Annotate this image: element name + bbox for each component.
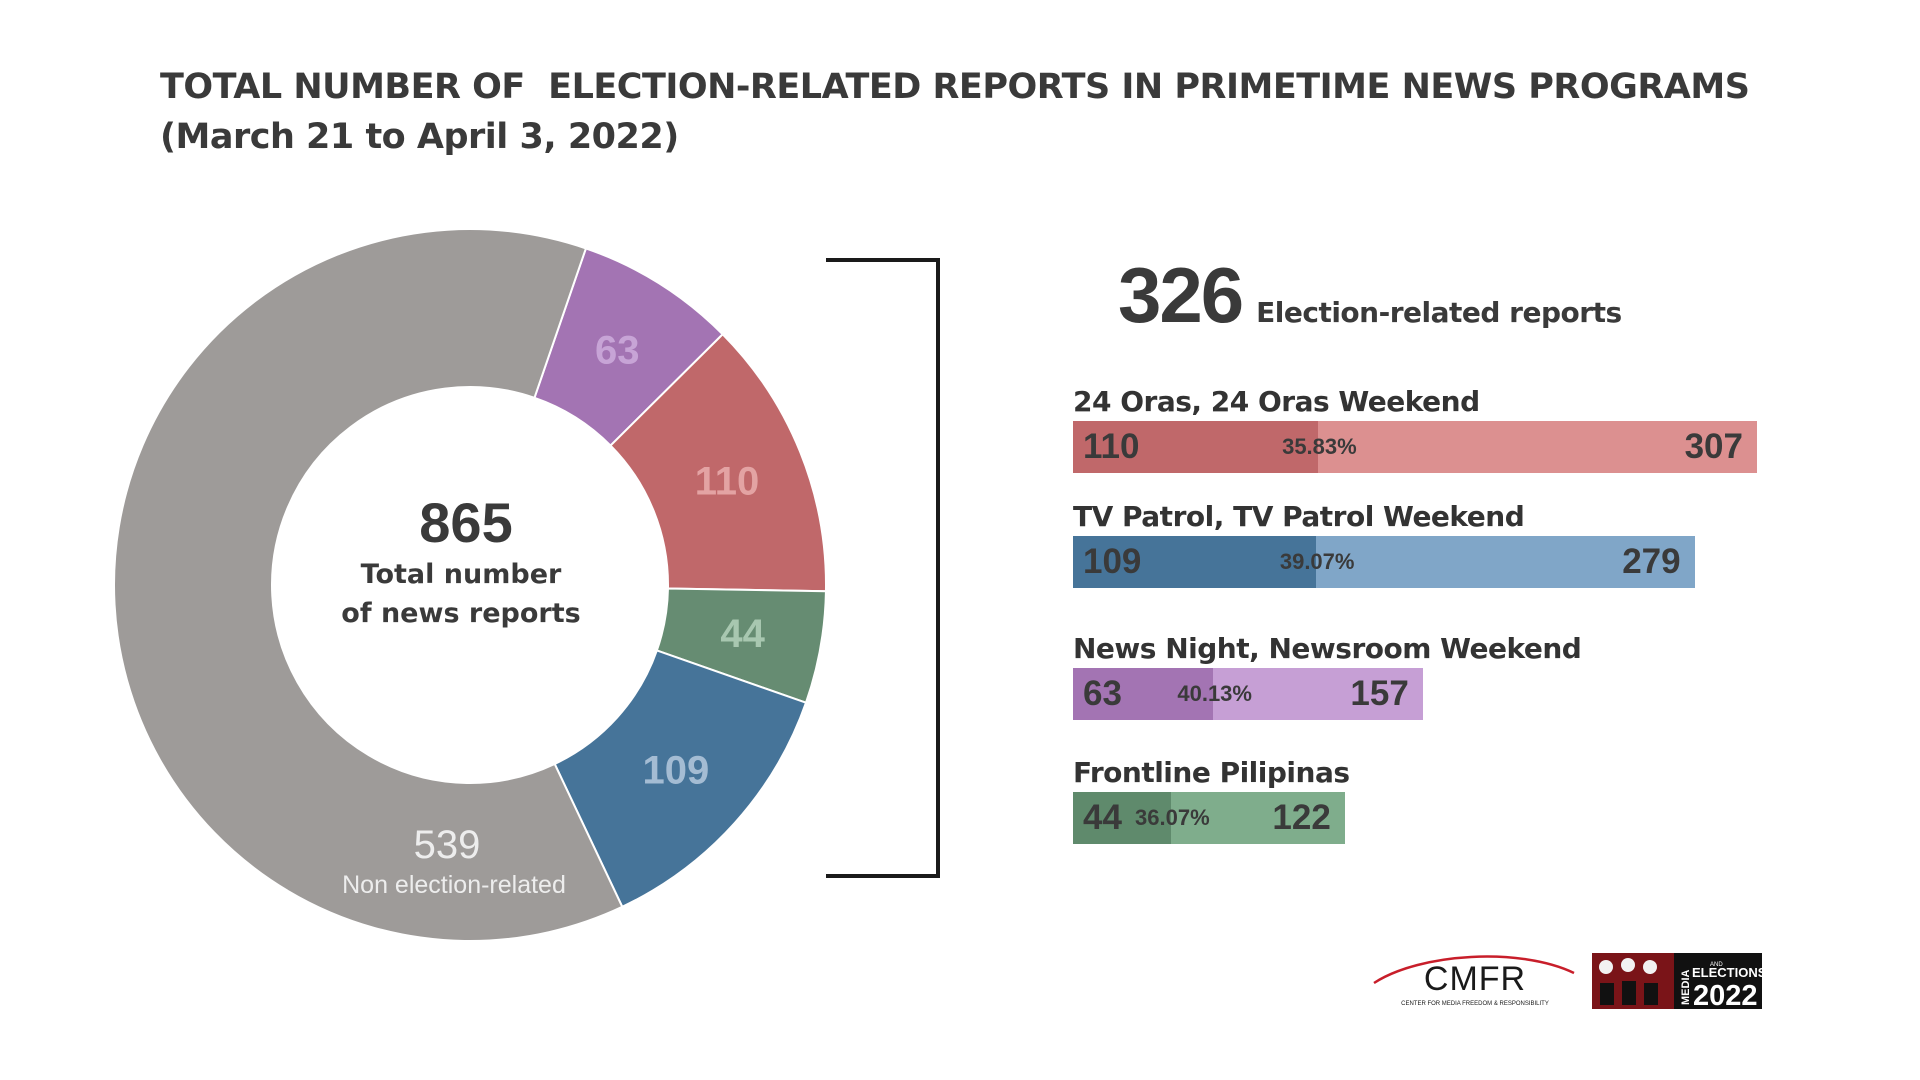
program-bar: 109 39.07% 279 bbox=[1073, 536, 1695, 588]
donut-value-label: 539 bbox=[414, 823, 481, 867]
bar-total-value: 279 bbox=[1622, 542, 1681, 581]
cmfr-logo: CMFR CENTER FOR MEDIA FREEDOM & RESPONSI… bbox=[1373, 955, 1575, 1007]
donut-value-label: 110 bbox=[695, 460, 760, 504]
cmfr-logo-text: CMFR bbox=[1424, 960, 1526, 998]
bar-election-value: 110 bbox=[1083, 427, 1140, 466]
bar-election-value: 44 bbox=[1083, 798, 1122, 837]
bar-total-value: 157 bbox=[1350, 674, 1409, 713]
title-line-1: TOTAL NUMBER OF ELECTION-RELATED REPORTS… bbox=[160, 67, 1750, 107]
bar-election-segment bbox=[1073, 668, 1214, 720]
bracket-connector bbox=[826, 258, 940, 878]
bar-percentage: 40.13% bbox=[1177, 681, 1252, 706]
bar-total-value: 122 bbox=[1272, 798, 1331, 837]
program-row: TV Patrol, TV Patrol Weekend 109 39.07% 279 bbox=[1073, 498, 1695, 588]
media-elections-logo-elections: ELECTIONS bbox=[1692, 965, 1762, 980]
donut-center-label-2: of news reports bbox=[341, 598, 580, 629]
media-elections-logo-and: AND bbox=[1710, 962, 1723, 968]
election-total-label: Election-related reports bbox=[1256, 296, 1622, 329]
program-row: Frontline Pilipinas 44 36.07% 122 bbox=[1073, 754, 1350, 844]
cmfr-logo-subtext: CENTER FOR MEDIA FREEDOM & RESPONSIBILIT… bbox=[1401, 1001, 1549, 1007]
program-name: 24 Oras, 24 Oras Weekend bbox=[1073, 385, 1480, 418]
donut-slice-2 bbox=[609, 332, 827, 593]
program-bar: 44 36.07% 122 bbox=[1073, 792, 1345, 844]
donut-chart: 63 110 44 109 539 Non election-related 865 To… bbox=[113, 228, 827, 942]
chart-title: TOTAL NUMBER OF ELECTION-RELATED REPORTS… bbox=[160, 62, 1750, 162]
bar-election-segment bbox=[1073, 421, 1319, 473]
bar-election-value: 109 bbox=[1083, 542, 1142, 581]
title-line-2: (March 21 to April 3, 2022) bbox=[160, 117, 679, 157]
donut-other-sublabel: Non election-related bbox=[342, 871, 566, 899]
election-total-value: 326 bbox=[1118, 251, 1244, 339]
bar-election-segment bbox=[1073, 536, 1316, 588]
bar-percentage: 35.83% bbox=[1282, 434, 1357, 459]
donut-center-label-1: Total number bbox=[361, 559, 562, 590]
election-total: 326 Election-related reports bbox=[1118, 250, 1622, 341]
program-bar: 63 40.13% 157 bbox=[1073, 668, 1423, 720]
program-name: News Night, Newsroom Weekend bbox=[1073, 632, 1582, 665]
program-row: 24 Oras, 24 Oras Weekend 110 35.83% 307 bbox=[1073, 383, 1757, 473]
donut-slice-5 bbox=[113, 228, 624, 942]
donut-value-label: 63 bbox=[595, 328, 640, 372]
bar-election-value: 63 bbox=[1083, 674, 1122, 713]
program-bar: 110 35.83% 307 bbox=[1073, 421, 1757, 473]
bar-percentage: 36.07% bbox=[1135, 805, 1210, 830]
donut-center-value: 865 bbox=[419, 491, 512, 554]
bar-election-segment bbox=[1073, 792, 1172, 844]
program-name: Frontline Pilipinas bbox=[1073, 756, 1350, 789]
bar-percentage: 39.07% bbox=[1279, 549, 1355, 574]
donut-value-label: 109 bbox=[642, 748, 709, 792]
bar-total-value: 307 bbox=[1684, 427, 1743, 466]
donut-value-label: 44 bbox=[720, 612, 765, 656]
media-elections-logo: MEDIA AND ELECTIONS 2022 bbox=[1592, 953, 1762, 1009]
program-row: News Night, Newsroom Weekend 63 40.13% 157 bbox=[1073, 630, 1582, 720]
program-name: TV Patrol, TV Patrol Weekend bbox=[1073, 500, 1525, 533]
media-elections-logo-year: 2022 bbox=[1693, 980, 1758, 1009]
media-elections-logo-vertical: MEDIA bbox=[1680, 970, 1692, 1006]
